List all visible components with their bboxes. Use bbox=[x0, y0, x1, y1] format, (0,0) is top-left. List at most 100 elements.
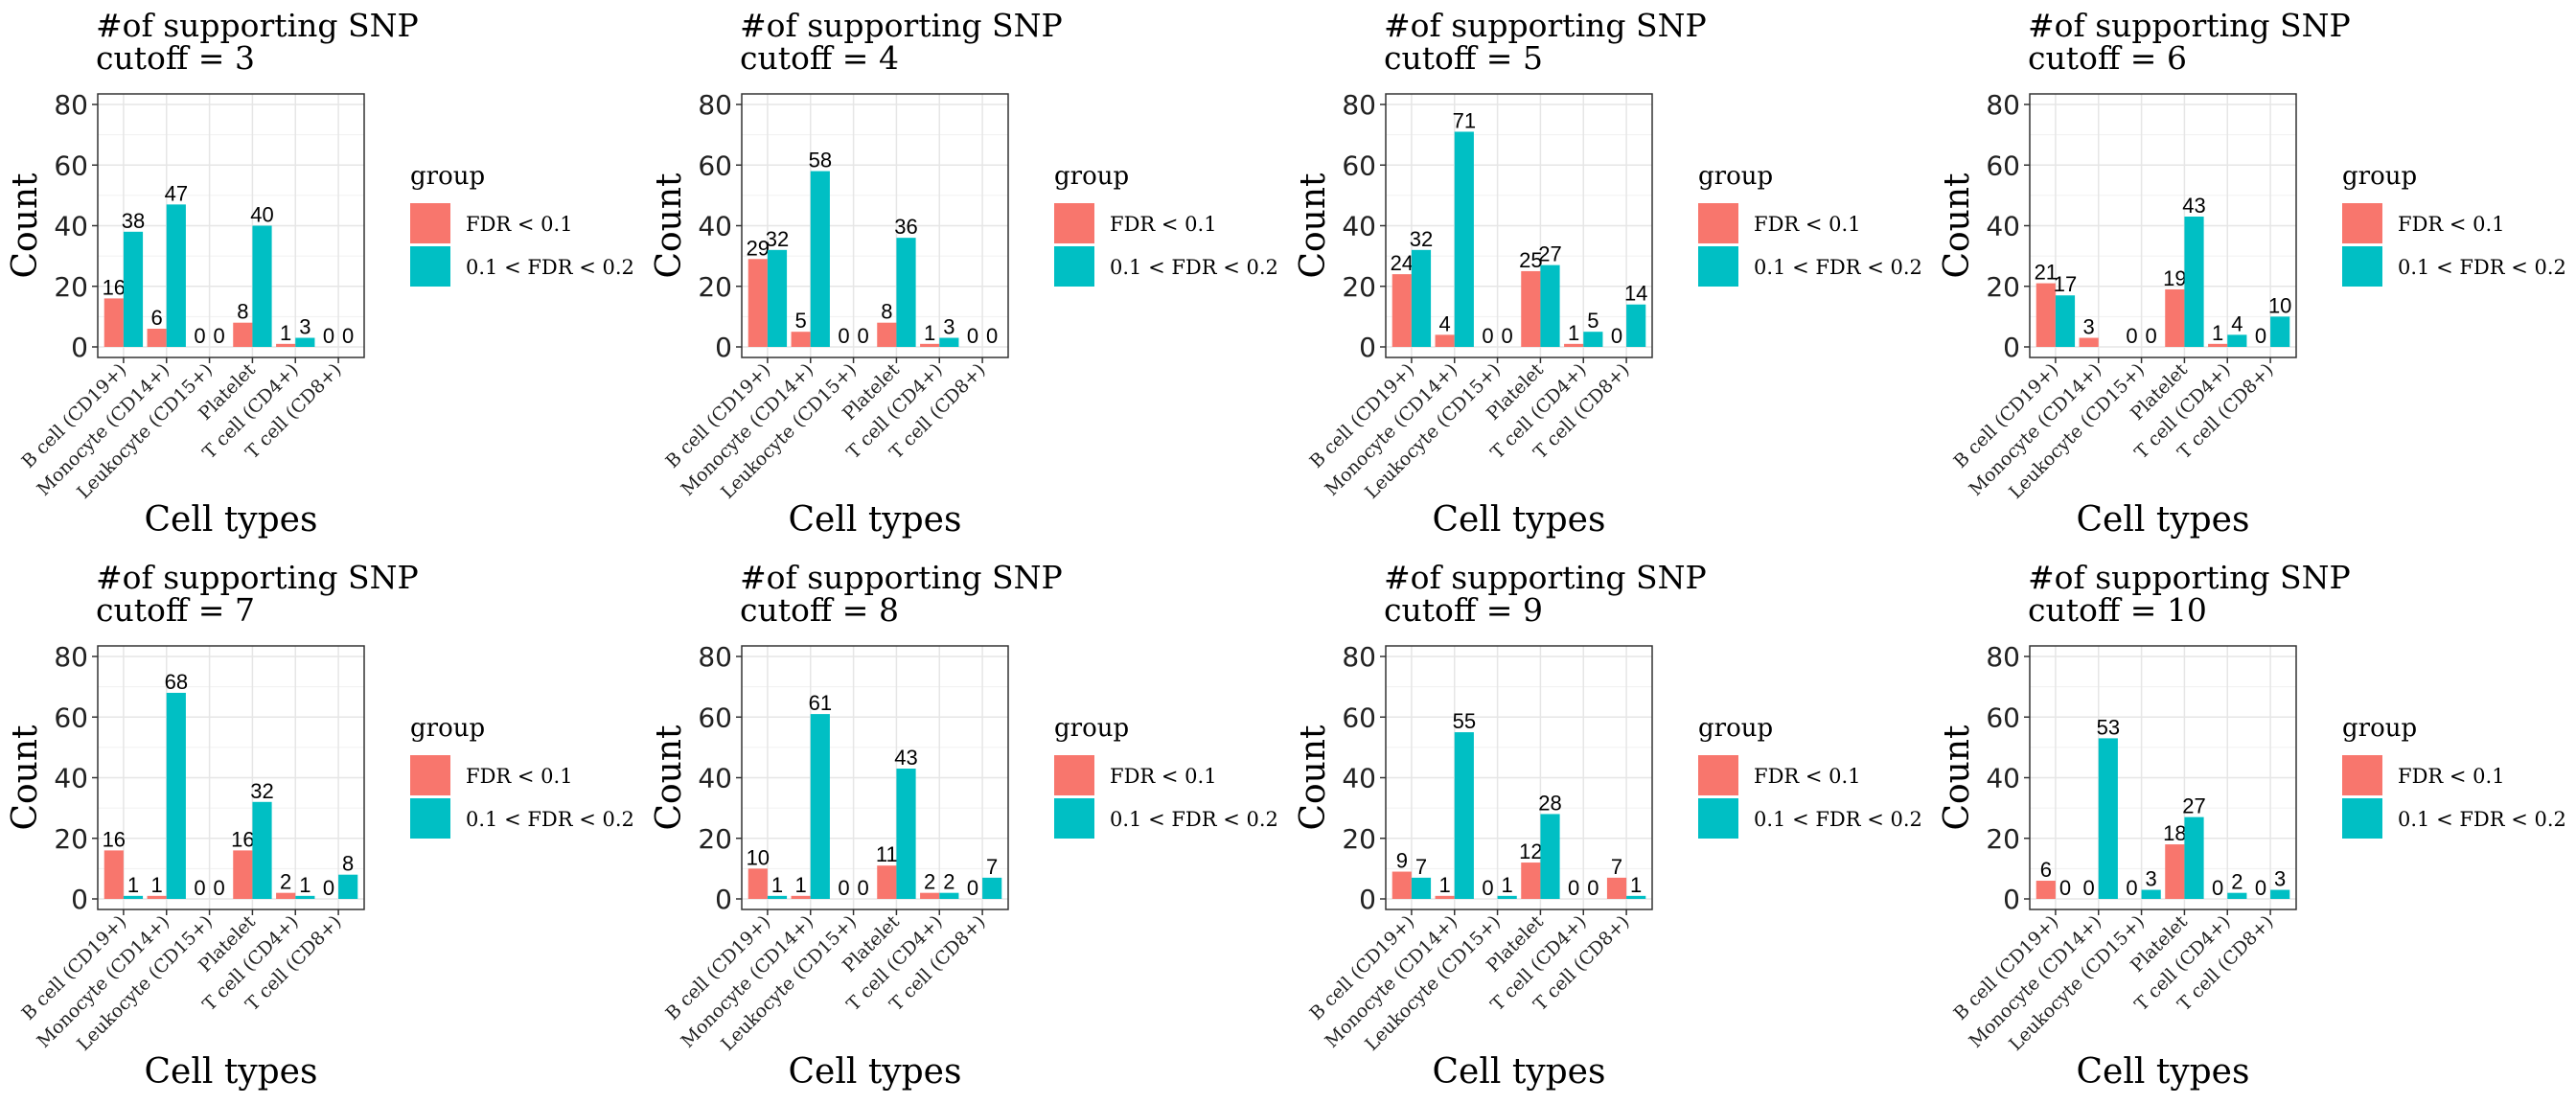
data-label: 3 bbox=[299, 315, 310, 339]
bar bbox=[295, 895, 315, 899]
data-label: 0 bbox=[194, 876, 205, 900]
data-label: 3 bbox=[943, 315, 954, 339]
data-label: 16 bbox=[103, 275, 126, 299]
data-label: 6 bbox=[151, 306, 163, 330]
legend-swatch bbox=[2342, 246, 2382, 287]
y-tick-label: 80 bbox=[54, 89, 88, 121]
data-label: 1 bbox=[280, 321, 291, 345]
bar bbox=[1521, 862, 1541, 899]
data-label: 5 bbox=[795, 309, 807, 333]
data-label: 4 bbox=[2231, 311, 2242, 335]
bar bbox=[810, 714, 830, 899]
bar bbox=[1540, 264, 1560, 347]
bar bbox=[877, 322, 897, 347]
data-label: 32 bbox=[766, 227, 789, 251]
bar bbox=[104, 298, 124, 347]
legend-label: 0.1 < FDR < 0.2 bbox=[1754, 808, 1922, 831]
x-axis-title: Cell types bbox=[145, 500, 318, 540]
legend-label: 0.1 < FDR < 0.2 bbox=[1110, 256, 1278, 279]
data-label: 10 bbox=[2268, 293, 2291, 317]
y-tick-label: 40 bbox=[1986, 211, 2020, 242]
data-label: 0 bbox=[323, 324, 334, 348]
data-label: 12 bbox=[1519, 840, 1542, 863]
bar bbox=[877, 865, 897, 899]
data-label: 0 bbox=[2126, 324, 2137, 348]
data-label: 0 bbox=[967, 324, 978, 348]
y-tick-label: 60 bbox=[1342, 702, 1376, 733]
data-label: 1 bbox=[2212, 321, 2223, 345]
y-tick-label: 20 bbox=[1986, 823, 2020, 855]
bar bbox=[1626, 895, 1646, 899]
data-label: 43 bbox=[894, 746, 917, 770]
data-label: 2 bbox=[924, 870, 935, 894]
legend-label: FDR < 0.1 bbox=[466, 765, 573, 788]
data-label: 16 bbox=[103, 827, 126, 851]
y-tick-label: 80 bbox=[1986, 641, 2020, 673]
bar bbox=[1454, 732, 1474, 899]
data-label: 19 bbox=[2163, 266, 2186, 290]
bar bbox=[104, 850, 124, 899]
bar bbox=[791, 895, 811, 899]
data-label: 2 bbox=[2231, 870, 2242, 894]
chart-title: cutoff = 7 bbox=[96, 591, 255, 629]
bar bbox=[1435, 334, 1455, 347]
bar bbox=[2165, 844, 2185, 899]
legend-swatch bbox=[1698, 246, 1738, 287]
legend-swatch bbox=[1698, 798, 1738, 839]
data-label: 38 bbox=[122, 209, 145, 233]
legend-swatch bbox=[1054, 755, 1094, 795]
y-tick-label: 60 bbox=[1986, 150, 2020, 181]
data-label: 21 bbox=[2035, 261, 2058, 285]
bar bbox=[1564, 343, 1584, 347]
data-label: 0 bbox=[2126, 876, 2137, 900]
y-tick-label: 60 bbox=[54, 702, 88, 733]
data-label: 17 bbox=[2054, 272, 2077, 296]
y-axis-title: Count bbox=[1294, 172, 1333, 279]
bar bbox=[123, 895, 144, 899]
y-tick-label: 40 bbox=[1342, 211, 1376, 242]
chart-title: cutoff = 4 bbox=[740, 39, 899, 77]
y-tick-label: 80 bbox=[1342, 89, 1376, 121]
data-label: 3 bbox=[2146, 867, 2157, 891]
y-tick-label: 40 bbox=[54, 763, 88, 794]
y-tick-label: 0 bbox=[2003, 884, 2020, 915]
legend-swatch bbox=[410, 755, 450, 795]
data-label: 0 bbox=[1502, 324, 1513, 348]
bar bbox=[2270, 889, 2290, 899]
y-tick-label: 20 bbox=[1986, 271, 2020, 303]
bar bbox=[2098, 738, 2118, 899]
data-label: 1 bbox=[795, 873, 807, 897]
bar bbox=[1606, 877, 1627, 899]
bar bbox=[982, 877, 1002, 899]
data-label: 7 bbox=[1611, 855, 1622, 879]
y-tick-label: 0 bbox=[715, 884, 732, 915]
data-label: 7 bbox=[1415, 855, 1427, 879]
bar bbox=[233, 322, 253, 347]
bar bbox=[2270, 316, 2290, 347]
y-axis-title: Count bbox=[6, 172, 45, 279]
y-tick-label: 20 bbox=[54, 823, 88, 855]
legend-title: group bbox=[1054, 162, 1129, 191]
data-label: 1 bbox=[1568, 321, 1579, 345]
y-tick-label: 80 bbox=[54, 641, 88, 673]
y-tick-label: 40 bbox=[698, 763, 732, 794]
chart-title: #of supporting SNP bbox=[1384, 559, 1707, 596]
data-label: 25 bbox=[1519, 248, 1542, 272]
data-label: 58 bbox=[809, 149, 832, 172]
legend-swatch bbox=[1698, 203, 1738, 243]
bar bbox=[233, 850, 253, 899]
data-label: 61 bbox=[809, 691, 832, 715]
legend-swatch bbox=[1054, 203, 1094, 243]
y-tick-label: 60 bbox=[698, 702, 732, 733]
data-label: 3 bbox=[2274, 867, 2286, 891]
data-label: 0 bbox=[838, 324, 849, 348]
data-label: 0 bbox=[2059, 876, 2071, 900]
y-axis-title: Count bbox=[650, 724, 689, 831]
legend-swatch bbox=[1698, 755, 1738, 795]
data-label: 68 bbox=[165, 670, 188, 694]
legend-title: group bbox=[1698, 714, 1773, 743]
y-tick-label: 0 bbox=[71, 884, 88, 915]
bar bbox=[1392, 871, 1412, 899]
